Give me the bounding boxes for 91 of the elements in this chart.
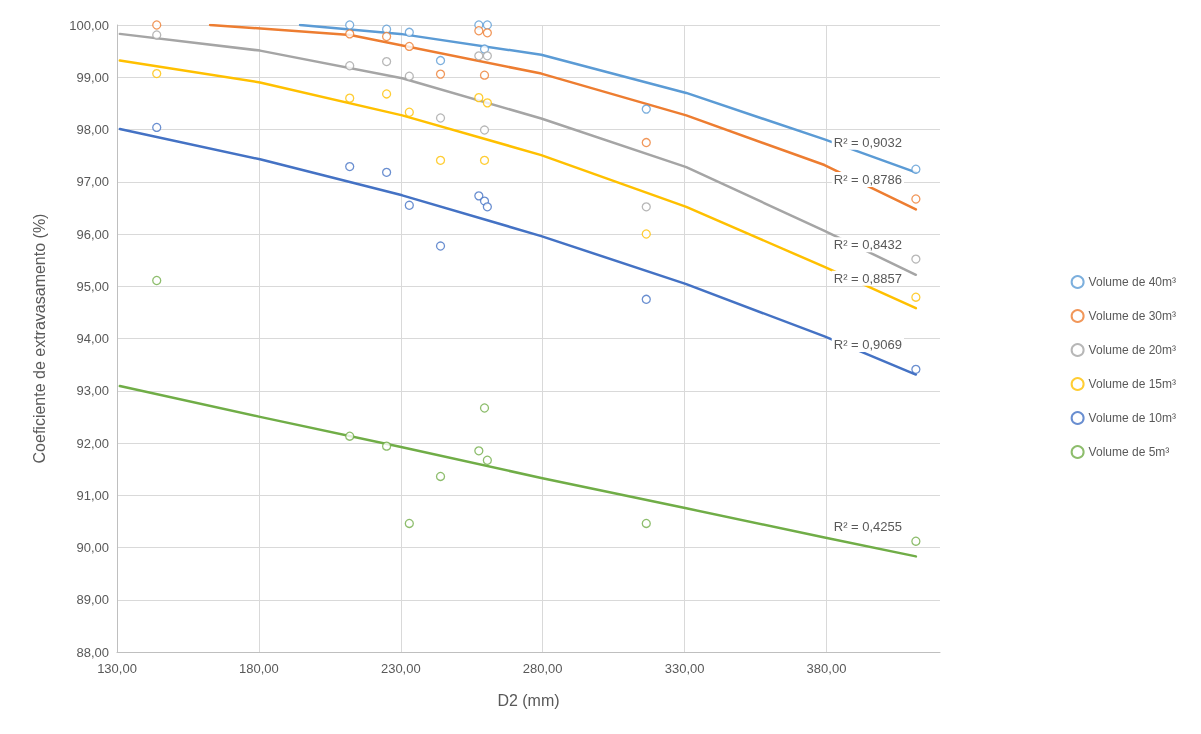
point <box>482 455 492 465</box>
point <box>345 20 355 30</box>
point <box>404 41 414 52</box>
point <box>479 155 490 165</box>
point <box>152 30 162 40</box>
annotation: R² = 0,9069 <box>833 337 903 353</box>
point <box>474 51 484 61</box>
point <box>641 229 651 239</box>
y-tick-label: 93,00 <box>76 383 109 399</box>
point <box>435 113 446 123</box>
point <box>404 200 414 210</box>
point <box>152 68 162 79</box>
annotation: R² = 0,8432 <box>833 237 903 253</box>
point <box>641 518 651 529</box>
point <box>345 93 355 103</box>
point <box>435 69 446 79</box>
point <box>911 194 921 204</box>
x-tick-label: 380,00 <box>806 661 847 676</box>
y-tick-label: 89,00 <box>76 592 109 608</box>
point <box>641 137 651 148</box>
legend-label: Volume de 10m³ <box>1088 411 1177 425</box>
point <box>381 56 392 67</box>
legend-label: Volume de 30m³ <box>1088 309 1177 323</box>
point <box>381 167 392 177</box>
x-tick-label: 130,00 <box>97 661 137 676</box>
point <box>404 27 414 37</box>
point <box>381 441 392 451</box>
y-tick-label: 92,00 <box>76 435 109 451</box>
point <box>345 61 355 71</box>
point <box>404 518 414 529</box>
point <box>911 292 921 302</box>
point <box>474 26 484 36</box>
x-tick-label: 280,00 <box>522 661 563 676</box>
point <box>152 275 162 286</box>
point <box>381 89 392 99</box>
x-tick-label: 230,00 <box>380 661 421 676</box>
y-tick-label: 94,00 <box>76 331 109 346</box>
point <box>479 70 490 80</box>
point <box>152 20 162 30</box>
y-tick-label: 95,00 <box>76 278 109 294</box>
line-series <box>118 384 918 558</box>
point <box>641 104 651 114</box>
point <box>381 31 392 42</box>
y-tick-label: 99,00 <box>76 69 109 85</box>
line-series <box>208 23 918 211</box>
point <box>474 191 484 201</box>
point <box>435 155 446 165</box>
legend-label: Volume de 5m³ <box>1088 445 1170 459</box>
point <box>435 471 446 482</box>
annotation: R² = 0,4255 <box>833 518 903 534</box>
point <box>911 254 921 264</box>
annotation: R² = 0,8857 <box>833 270 903 286</box>
annotation: R² = 0,8786 <box>833 171 903 187</box>
point <box>641 294 651 304</box>
point <box>404 71 414 81</box>
y-tick-label: 91,00 <box>76 487 109 503</box>
y-tick-label: 97,00 <box>76 174 109 190</box>
point <box>911 364 921 374</box>
point <box>482 98 492 108</box>
annotation: R² = 0,9032 <box>833 134 903 150</box>
point <box>911 164 921 174</box>
point <box>482 20 492 30</box>
y-tick-label: 90,00 <box>76 540 109 555</box>
point <box>474 446 484 456</box>
y-tick-label: 88,00 <box>76 644 109 660</box>
point <box>482 28 492 38</box>
point <box>641 202 651 212</box>
x-axis-title: D2 (mm) <box>497 691 560 709</box>
line-series <box>118 59 918 310</box>
legend-label: Volume de 15m³ <box>1088 377 1177 391</box>
point <box>479 125 490 135</box>
point <box>435 241 446 251</box>
point <box>152 122 162 133</box>
point <box>404 107 414 117</box>
x-tick-label: 330,00 <box>664 661 705 676</box>
point <box>482 202 492 212</box>
point <box>345 29 355 39</box>
point <box>345 431 355 441</box>
y-tick-label: 98,00 <box>76 122 109 137</box>
y-axis-title: Coeficiente de extravasamento (%) <box>30 213 48 464</box>
y-tick-label: 100,00 <box>69 17 109 33</box>
y-tick-label: 96,00 <box>76 226 109 242</box>
point <box>911 536 921 546</box>
legend-label: Volume de 40m³ <box>1088 275 1177 289</box>
point <box>482 51 492 61</box>
point <box>479 403 490 413</box>
x-tick-label: 180,00 <box>239 661 279 676</box>
point <box>345 161 355 172</box>
point <box>474 92 484 103</box>
legend-label: Volume de 20m³ <box>1088 343 1177 357</box>
point <box>435 55 446 66</box>
